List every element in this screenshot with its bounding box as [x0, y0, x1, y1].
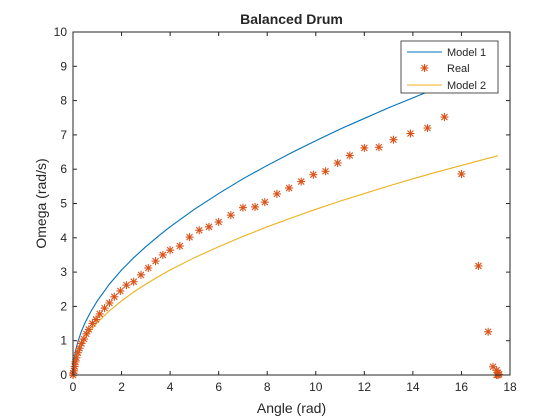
series-real-point [129, 277, 138, 286]
y-tick-label: 0 [60, 368, 67, 382]
series-real-point [175, 242, 184, 251]
series-real-point [406, 129, 415, 138]
x-tick-label: 8 [264, 380, 271, 394]
y-tick-label: 8 [60, 94, 67, 108]
legend-real-label: Real [447, 63, 470, 75]
y-tick-label: 6 [60, 162, 67, 176]
x-tick-label: 10 [309, 380, 323, 394]
series-real-point [151, 257, 160, 266]
series-real-point [166, 246, 175, 255]
legend-real-marker [420, 64, 429, 72]
series-real-point [374, 143, 383, 152]
series-real-point [251, 202, 260, 211]
series-real-point [333, 159, 342, 168]
y-tick-label: 5 [60, 197, 67, 211]
x-tick-label: 14 [406, 380, 420, 394]
legend-box [400, 40, 499, 94]
x-tick-label: 4 [167, 380, 174, 394]
series-real-point [440, 113, 449, 122]
y-axis-label: Omega (rad/s) [33, 158, 49, 248]
series-real-point [105, 298, 114, 307]
series-real-point [158, 250, 167, 259]
series-real-point [321, 167, 330, 176]
y-tick-label: 3 [60, 265, 67, 279]
series-layer [69, 67, 504, 379]
chart-title: Balanced Drum [240, 11, 343, 27]
legend-model1-label: Model 1 [447, 47, 486, 59]
series-real-point [272, 189, 281, 198]
series-real-point [195, 226, 204, 235]
series-real-point [285, 184, 294, 193]
series-real-point [484, 327, 493, 336]
y-tick-label: 4 [60, 231, 67, 245]
y-tick-label: 1 [60, 334, 67, 348]
x-tick-label: 18 [503, 380, 517, 394]
series-real-point [214, 218, 223, 227]
series-real-point [144, 263, 153, 272]
series-real-point [260, 198, 269, 207]
y-tick-label: 2 [60, 299, 67, 313]
y-tick-label: 7 [60, 128, 67, 142]
x-axis-label: Angle (rad) [257, 400, 326, 416]
series-real-point [309, 170, 318, 179]
series-real-point [297, 177, 306, 186]
series-real-point [238, 203, 247, 212]
series-real-point [84, 325, 93, 334]
x-tick-label: 16 [455, 380, 469, 394]
x-tick-label: 2 [118, 380, 125, 394]
x-tick-label: 0 [70, 380, 77, 394]
legend-model2-label: Model 2 [447, 80, 486, 92]
series-real-point [95, 309, 104, 318]
series-real-point [457, 170, 466, 178]
series-real-point [122, 281, 131, 290]
x-tick-label: 6 [215, 380, 222, 394]
series-real-point [423, 124, 432, 133]
series-real-point [360, 143, 369, 152]
series-real-point [92, 315, 101, 324]
series-real-point [345, 151, 354, 160]
series-real-point [474, 261, 483, 270]
series-real-point [185, 233, 194, 242]
series-real-point [204, 222, 213, 231]
series-real-point [226, 211, 235, 220]
legend: Model 1 Real Model 2 [400, 40, 499, 94]
series-real-point [72, 353, 81, 362]
y-tick-label: 9 [60, 59, 67, 73]
series-real-point [100, 304, 109, 313]
x-tick-label: 12 [358, 380, 372, 394]
series-real-point [136, 270, 145, 279]
y-tick-label: 10 [54, 25, 68, 39]
series-real-point [116, 286, 125, 295]
axes-box [72, 31, 511, 376]
series-real-point [110, 292, 119, 301]
series-real-point [389, 135, 398, 144]
